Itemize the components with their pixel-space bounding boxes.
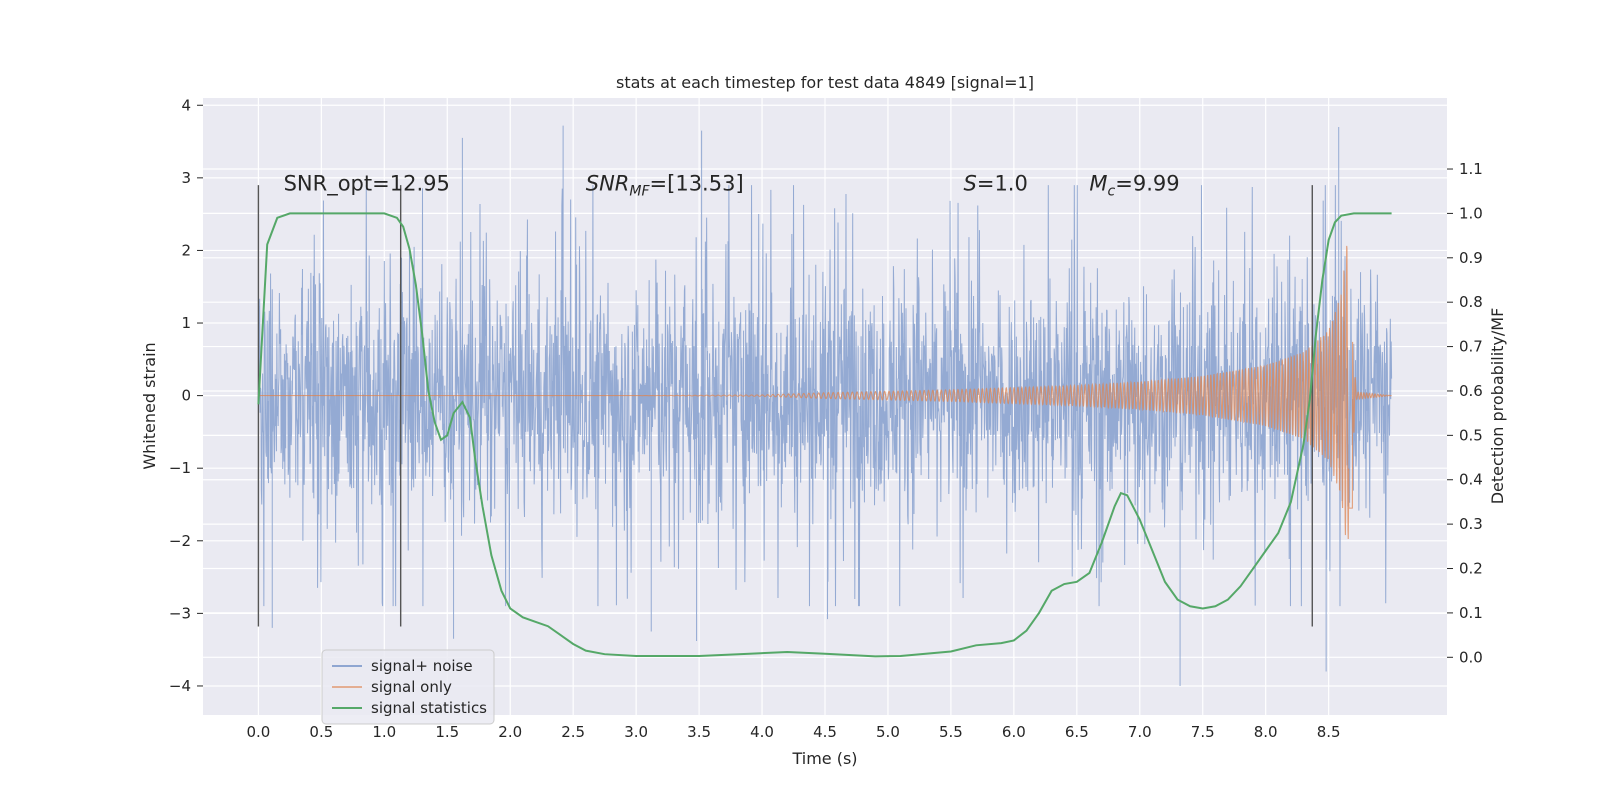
y-tick-label: −3 xyxy=(169,604,191,622)
y2-tick-label: 0.2 xyxy=(1459,560,1483,578)
x-tick-label: 5.0 xyxy=(876,723,900,741)
x-tick-label: 3.0 xyxy=(624,723,648,741)
series-signal-only xyxy=(258,245,1392,540)
x-tick-label: 1.5 xyxy=(435,723,459,741)
x-tick-label: 3.5 xyxy=(687,723,711,741)
x-tick-label: 6.5 xyxy=(1065,723,1089,741)
data-layer xyxy=(257,125,1393,686)
x-tick-label: 2.5 xyxy=(561,723,585,741)
y-tick-label: −4 xyxy=(169,677,191,695)
y2-tick-label: 0.7 xyxy=(1459,338,1483,356)
x-tick-label: 1.0 xyxy=(372,723,396,741)
y-tick-label: 0 xyxy=(181,387,191,405)
y-tick-label: 3 xyxy=(181,169,191,187)
y2-tick-label: 0.0 xyxy=(1459,648,1483,666)
annotation: SNR_opt=12.95 xyxy=(284,172,450,197)
y2-tick-label: 0.6 xyxy=(1459,382,1483,400)
x-tick-label: 6.0 xyxy=(1002,723,1026,741)
y-tick-label: −1 xyxy=(169,459,191,477)
annotation: Mc=9.99 xyxy=(1089,172,1179,200)
x-tick-label: 8.5 xyxy=(1317,723,1341,741)
series-signal-noise xyxy=(257,125,1393,686)
x-tick-label: 7.0 xyxy=(1128,723,1152,741)
x-tick-label: 2.0 xyxy=(498,723,522,741)
y-tick-label: 1 xyxy=(181,314,191,332)
x-tick-label: 0.0 xyxy=(246,723,270,741)
y-axis-label: Whitened strain xyxy=(140,342,159,469)
y2-tick-label: 0.1 xyxy=(1459,604,1483,622)
annotation: SNRMF=[13.53] xyxy=(586,172,744,200)
x-tick-label: 8.0 xyxy=(1254,723,1278,741)
legend: signal+ noise signal only signal statist… xyxy=(321,649,495,725)
legend-label-signal-noise: signal+ noise xyxy=(371,657,473,675)
legend-label-signal-statistics: signal statistics xyxy=(371,699,487,717)
y2-tick-label: 0.3 xyxy=(1459,515,1483,533)
chart-title: stats at each timestep for test data 484… xyxy=(616,73,1034,92)
annotations: SNR_opt=12.95 SNRMF=[13.53] S=1.0 Mc=9.99 xyxy=(284,172,1180,200)
x-axis-label: Time (s) xyxy=(791,749,857,768)
y2-tick-label: 1.1 xyxy=(1459,160,1483,178)
series-signal-statistics xyxy=(257,212,1392,658)
y2-tick-label: 0.4 xyxy=(1459,471,1483,489)
x-tick-label: 5.5 xyxy=(939,723,963,741)
y2-tick-label: 1.0 xyxy=(1459,204,1483,222)
x-tick-label: 0.5 xyxy=(309,723,333,741)
ticks: 0.0 0.5 1.0 1.5 2.0 2.5 3.0 3.5 4.0 4.5 5.0 5.5 6.0 6… xyxy=(169,96,1483,741)
y2-tick-label: 0.5 xyxy=(1459,426,1483,444)
y-tick-label: 2 xyxy=(181,241,191,259)
x-tick-label: 4.0 xyxy=(750,723,774,741)
y-tick-label: −2 xyxy=(169,532,191,550)
y2-tick-label: 0.8 xyxy=(1459,293,1483,311)
y-axis-label-right: Detection probability/MF xyxy=(1488,308,1507,505)
x-tick-label: 7.5 xyxy=(1191,723,1215,741)
vertical-markers xyxy=(257,185,1313,627)
y2-tick-label: 0.9 xyxy=(1459,249,1483,267)
x-tick-label: 4.5 xyxy=(813,723,837,741)
legend-box xyxy=(321,649,495,725)
legend-label-signal-only: signal only xyxy=(371,678,452,696)
annotation: S=1.0 xyxy=(964,172,1028,196)
y-tick-label: 4 xyxy=(181,96,191,114)
